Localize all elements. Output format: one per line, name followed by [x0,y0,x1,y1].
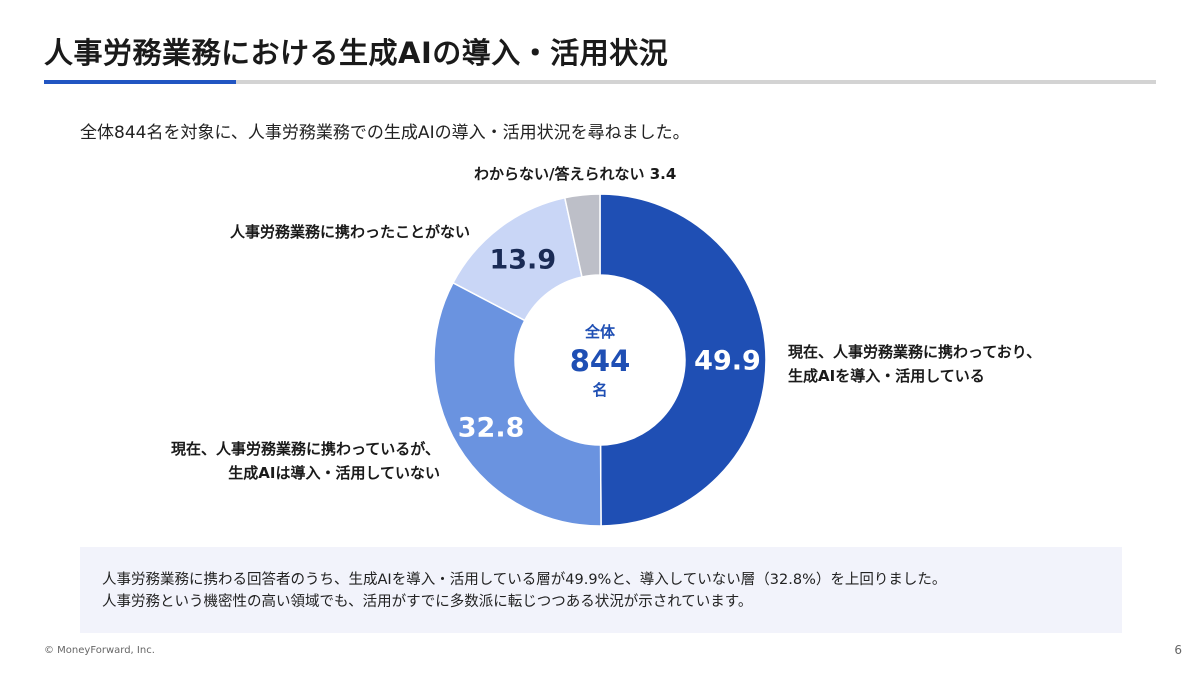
center-unit: 名 [592,381,608,399]
slice-using [599,193,767,527]
legend-label-unknown: わからない/答えられない 3.4 [474,162,676,186]
title-underline [44,80,1156,84]
copyright: © MoneyForward, Inc. [44,645,155,656]
donut-center-total: 全体 844 名 [540,322,660,400]
slice-never-value-label: 13.9 [489,245,556,276]
legend-label-never: 人事労務業務に携わったことがない [230,220,470,244]
legend-label-line: わからない/答えられない 3.4 [474,165,677,183]
legend-label-line: 生成AIを導入・活用している [788,367,985,385]
page-number: 6 [1174,643,1182,657]
legend-label-line: 現在、人事労務業務に携わっており、 [788,343,1042,361]
page-subtitle: 全体844名を対象に、人事労務業務での生成AIの導入・活用状況を尋ねました。 [80,123,690,143]
slice-unknown [563,193,601,278]
note-line-2: 人事労務という機密性の高い領域でも、活用がすでに多数派に転じつつある状況が示され… [102,594,753,610]
note-line-1: 人事労務業務に携わる回答者のうち、生成AIを導入・活用している層が49.9%と、… [102,572,947,588]
legend-label-line: 人事労務業務に携わったことがない [229,223,470,241]
legend-label-line: 生成AIは導入・活用していない [228,464,440,482]
page-title: 人事労務業務における生成AIの導入・活用状況 [44,36,669,70]
center-value: 844 [569,344,631,378]
legend-label-not-using: 現在、人事労務業務に携わっているが、 生成AIは導入・活用していない [171,437,440,485]
slice-using-value-label: 49.9 [694,346,761,377]
legend-label-using: 現在、人事労務業務に携わっており、 生成AIを導入・活用している [788,340,1041,388]
legend-label-line: 現在、人事労務業務に携わっているが、 [171,440,440,458]
title-underline-accent [44,80,236,84]
slice-not-using [433,281,602,527]
center-label: 全体 [584,323,615,341]
summary-note: 人事労務業務に携わる回答者のうち、生成AIを導入・活用している層が49.9%と、… [80,547,1122,633]
slice-not-using-value-label: 32.8 [458,412,525,443]
